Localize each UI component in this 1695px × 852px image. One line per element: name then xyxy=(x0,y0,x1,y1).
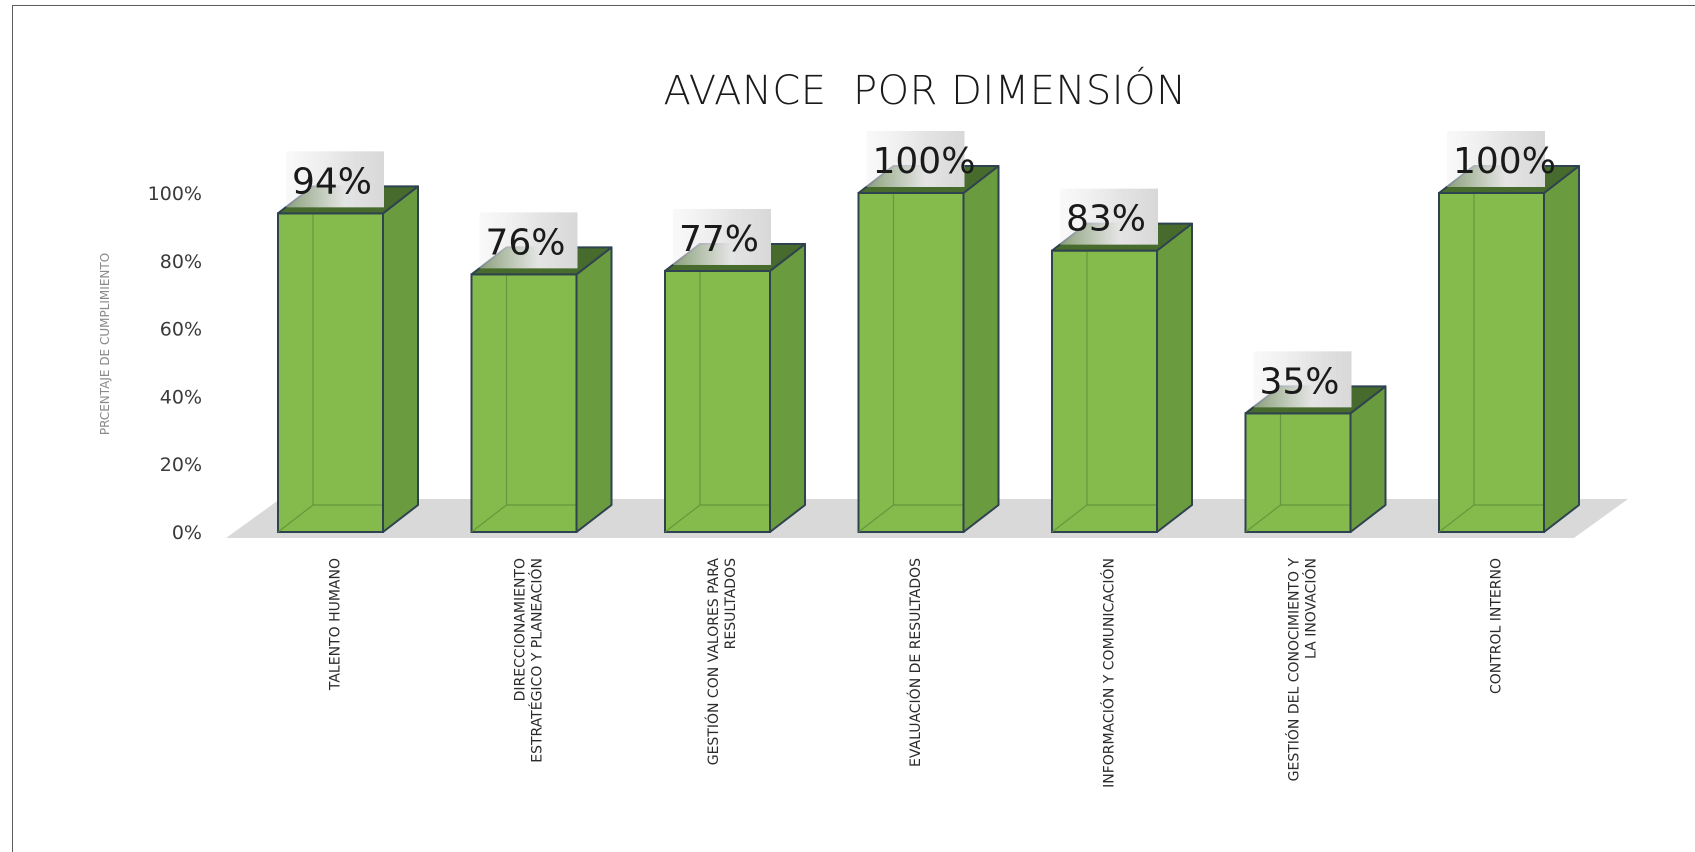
data-label: 35% xyxy=(1260,361,1340,402)
x-tick-label-line: TALENTO HUMANO xyxy=(328,558,344,691)
data-label: 94% xyxy=(292,161,372,202)
bar-front-face xyxy=(1244,412,1352,534)
bar: 83% xyxy=(1051,188,1193,533)
bar-front-face xyxy=(277,212,384,533)
y-axis-label: PRCENTAJE DE CUMPLIMIENTO xyxy=(98,253,112,435)
data-label-box xyxy=(673,208,771,265)
bar-hidden-edge xyxy=(1438,504,1475,533)
x-tick-label-line: CONTROL INTERNO xyxy=(1489,558,1505,694)
bar: 77% xyxy=(664,208,806,533)
bar-side-face xyxy=(575,246,613,533)
data-label-box xyxy=(1060,188,1158,245)
x-tick-label-line: GESTIÓN DEL CONOCIMIENTO Y xyxy=(1285,558,1303,782)
bar-front-face xyxy=(664,269,771,533)
y-tick-label: 100% xyxy=(148,183,202,205)
data-label: 76% xyxy=(486,222,566,263)
bar-front-face xyxy=(470,273,578,533)
x-tick-label-line: DIRECCIONAMIENTO xyxy=(513,558,529,701)
bar-front-face xyxy=(1438,192,1545,533)
bar-side-face xyxy=(962,165,1000,533)
bar-hidden-edge xyxy=(471,504,507,533)
bar-side-face xyxy=(769,242,806,533)
y-tick-label: 40% xyxy=(160,386,202,408)
x-tick-label-line: GESTIÓN CON VALORES PARA xyxy=(704,558,722,766)
x-tick-label-line: LA INOVACIÓN xyxy=(1302,558,1320,659)
x-tick-label-line: INFORMACIÓN Y COMUNICACIÓN xyxy=(1100,558,1118,788)
bar-side-face xyxy=(1543,165,1580,533)
data-label-box xyxy=(866,131,965,187)
x-tick-label: GESTIÓN DEL CONOCIMIENTO YLA INOVACIÓN xyxy=(1285,558,1320,782)
bar: 76% xyxy=(470,212,613,533)
bar-side-face xyxy=(1156,222,1193,533)
y-tick-label: 80% xyxy=(160,251,202,273)
x-tick-label: DIRECCIONAMIENTOESTRATÉGICO Y PLANEACIÓN xyxy=(513,558,546,763)
x-tick-label: CONTROL INTERNO xyxy=(1489,558,1505,694)
x-tick-label: EVALUACIÓN DE RESULTADOS xyxy=(906,558,924,767)
data-label: 100% xyxy=(1453,141,1556,182)
x-tick-label: INFORMACIÓN Y COMUNICACIÓN xyxy=(1100,558,1118,788)
data-label: 77% xyxy=(679,219,759,260)
x-tick-label: TALENTO HUMANO xyxy=(328,558,344,691)
x-tick-label-line: EVALUACIÓN DE RESULTADOS xyxy=(906,558,924,767)
data-label-box xyxy=(286,151,384,208)
data-label-box xyxy=(1447,131,1545,187)
bar-hidden-edge xyxy=(664,504,701,533)
data-label-box xyxy=(1253,351,1352,408)
y-tick-label: 0% xyxy=(172,522,202,544)
bar: 35% xyxy=(1244,351,1387,534)
bar: 100% xyxy=(1438,131,1580,533)
y-tick-label: 20% xyxy=(160,454,202,476)
x-tick-label-line: RESULTADOS xyxy=(723,558,739,649)
data-label-box xyxy=(479,212,578,269)
chart-title: AVANCE POR DIMENSIÓN xyxy=(663,66,1186,114)
data-label: 100% xyxy=(873,141,976,182)
bar-hidden-edge xyxy=(277,504,314,533)
bar-hidden-edge xyxy=(1245,504,1281,533)
bar-hidden-edge xyxy=(1051,504,1088,533)
bar-front-face xyxy=(1051,249,1158,533)
data-label: 83% xyxy=(1066,199,1146,240)
bar-hidden-edge xyxy=(858,504,894,533)
bar-side-face xyxy=(382,185,419,533)
bar-front-face xyxy=(857,192,965,533)
bar: 100% xyxy=(857,131,1000,533)
x-tick-label: GESTIÓN CON VALORES PARARESULTADOS xyxy=(704,558,739,766)
bar: 94% xyxy=(277,151,419,533)
x-tick-label-line: ESTRATÉGICO Y PLANEACIÓN xyxy=(528,558,546,763)
y-tick-label: 60% xyxy=(160,319,202,341)
